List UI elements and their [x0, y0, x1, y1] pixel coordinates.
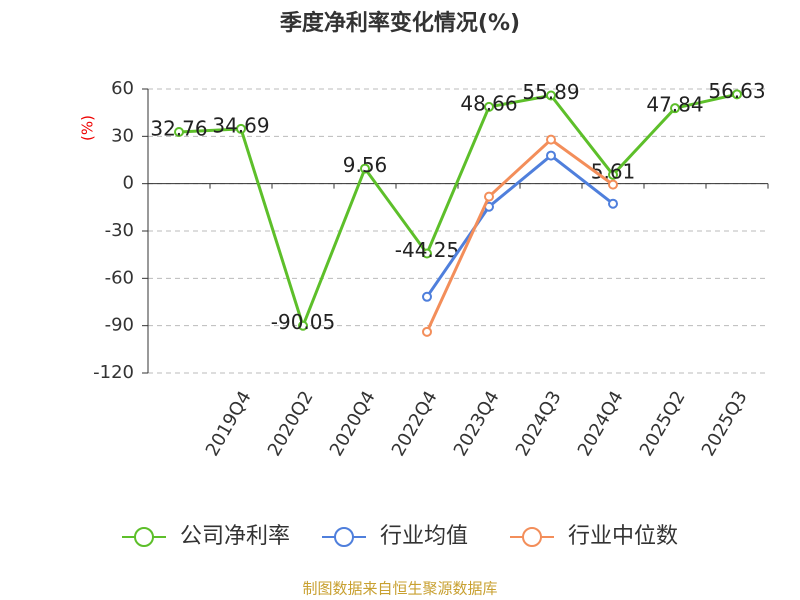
data-point [546, 90, 556, 101]
data-point [236, 123, 246, 134]
data-label: -44.25 [395, 238, 459, 262]
data-label: 48.66 [460, 91, 517, 115]
x-tick-label: 2019Q4 [202, 388, 256, 460]
x-tick-label: 2024Q3 [512, 388, 566, 460]
x-tick-label: 2023Q4 [450, 388, 504, 460]
data-point [484, 101, 494, 112]
data-point [484, 191, 494, 202]
y-axis-label: (%) [79, 115, 97, 141]
x-tick-label: 2024Q4 [574, 388, 628, 460]
series-line [425, 137, 614, 333]
data-point [298, 320, 308, 331]
x-tick-label: 2025Q3 [698, 388, 752, 460]
legend-label: 行业中位数 [568, 524, 678, 549]
data-point [174, 126, 184, 137]
y-tick-label: 60 [111, 78, 134, 99]
data-label: 47.84 [646, 93, 703, 117]
y-tick-label: 0 [123, 173, 134, 194]
series-line [178, 92, 738, 331]
data-label: 9.56 [343, 153, 388, 177]
y-tick-label: -90 [105, 315, 134, 336]
data-point [360, 163, 370, 174]
legend-marker [334, 527, 354, 547]
y-tick-label: -60 [105, 267, 134, 288]
data-point [422, 291, 432, 302]
y-tick-label: -30 [105, 220, 134, 241]
data-point [422, 326, 432, 337]
data-point [546, 150, 556, 161]
x-tick-label: 2025Q2 [636, 388, 690, 460]
x-tick-label: 2020Q2 [264, 388, 318, 460]
data-point [670, 103, 680, 114]
series-line [425, 153, 614, 298]
legend-label: 公司净利率 [180, 524, 290, 549]
data-point [608, 198, 618, 209]
data-label: 34.69 [212, 113, 269, 137]
source-note: 制图数据来自恒生聚源数据库 [302, 580, 497, 598]
data-point [608, 179, 618, 190]
y-tick-label: -120 [93, 362, 134, 383]
data-point [608, 169, 618, 180]
legend-marker [134, 527, 154, 547]
data-label: 32.76 [150, 116, 207, 140]
chart-title: 季度净利率变化情况(%) [280, 10, 520, 36]
data-label: -90.05 [271, 310, 335, 334]
data-label: 5.61 [591, 159, 636, 183]
data-point [422, 248, 432, 259]
data-label: 55.89 [522, 80, 579, 104]
data-point [546, 134, 556, 145]
legend-marker [522, 527, 542, 547]
legend-label: 行业均值 [380, 524, 468, 549]
data-point [732, 89, 742, 100]
data-label: 56.63 [708, 79, 765, 103]
x-tick-label: 2022Q4 [388, 388, 442, 460]
x-tick-label: 2020Q4 [326, 388, 380, 460]
y-tick-label: 30 [111, 125, 134, 146]
